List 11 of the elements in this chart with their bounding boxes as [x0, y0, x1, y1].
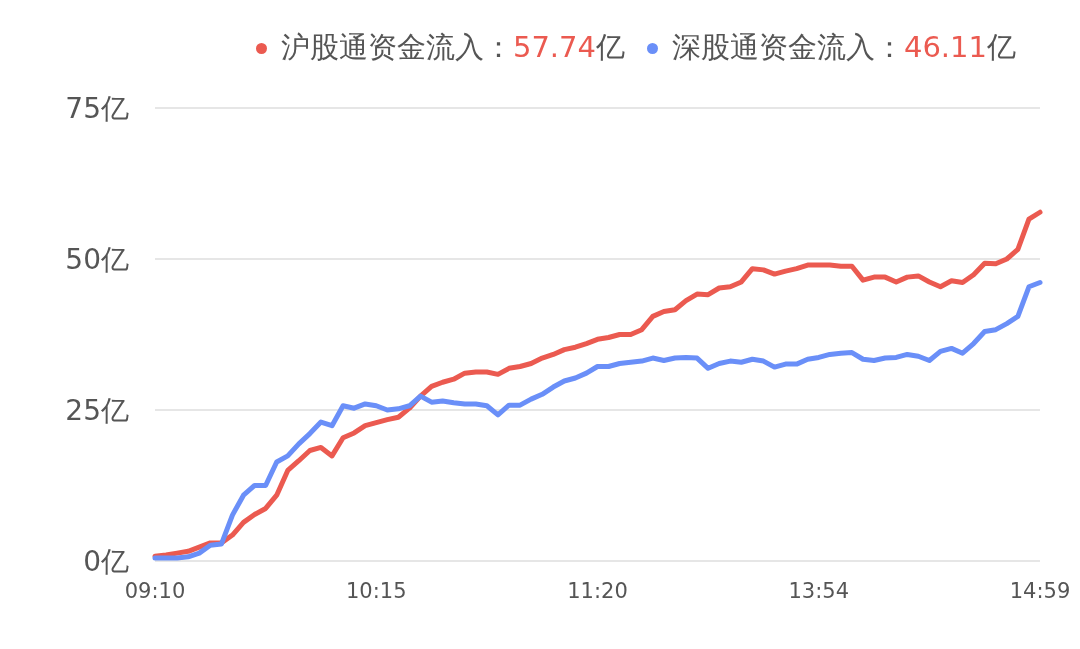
legend-label: 沪股通资金流入：57.74亿 — [280, 30, 625, 64]
y-tick-label: 75亿 — [65, 91, 129, 125]
y-tick-label: 50亿 — [65, 242, 129, 276]
legend-label: 深股通资金流入：46.11亿 — [671, 30, 1016, 64]
x-tick-label: 10:15 — [345, 578, 407, 603]
x-tick-label: 14:59 — [1009, 578, 1071, 603]
y-tick-label: 25亿 — [65, 393, 129, 427]
x-tick-label: 11:20 — [567, 578, 628, 603]
x-tick-label: 13:54 — [788, 578, 850, 603]
y-tick-label: 0亿 — [83, 544, 129, 578]
x-tick-label: 09:10 — [124, 578, 186, 603]
